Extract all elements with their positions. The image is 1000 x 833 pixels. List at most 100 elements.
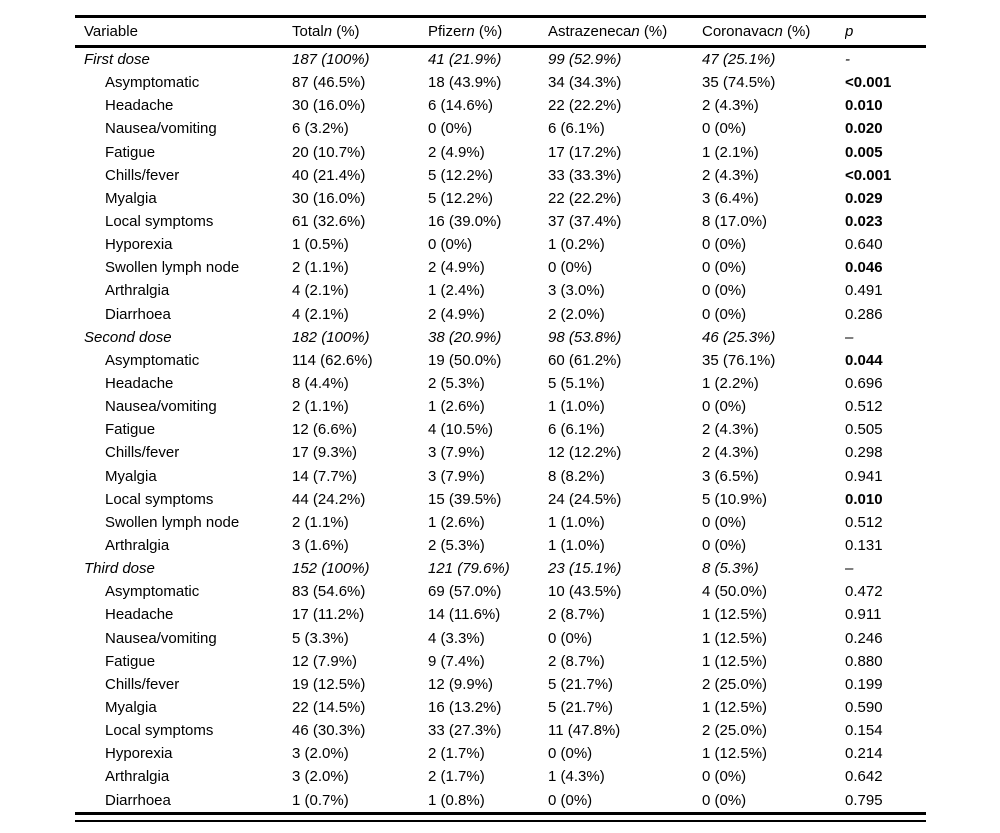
percent-suffix: (%) xyxy=(639,23,668,40)
pfizer-cell: 1 (2.6%) xyxy=(428,398,485,416)
variable-cell: Arthralgia xyxy=(105,768,170,786)
table-header: Variable Totaln (%) Pfizern (%) Astrazen… xyxy=(75,16,926,48)
table-row: Nausea/vomiting 6 (3.2%) 0 (0%) 6 (6.1%)… xyxy=(75,117,926,140)
pfizer-cell: 3 (7.9%) xyxy=(428,444,485,462)
variable-cell: Fatigue xyxy=(105,652,156,670)
adverse-events-table: Variable Totaln (%) Pfizern (%) Astrazen… xyxy=(75,15,926,815)
table-row: Asymptomatic 87 (46.5%) 18 (43.9%) 34 (3… xyxy=(75,71,926,94)
astrazeneca-cell: 0 (0%) xyxy=(548,791,593,809)
coronavac-cell: 0 (0%) xyxy=(702,282,747,300)
total-cell: 2 (1.1%) xyxy=(292,259,349,277)
pfizer-cell: 14 (11.6%) xyxy=(428,606,501,624)
variable-cell: Asymptomatic xyxy=(105,351,200,369)
variable-cell: Chills/fever xyxy=(105,675,180,693)
astrazeneca-cell: 2 (8.7%) xyxy=(548,652,605,670)
p-value-cell: 0.941 xyxy=(845,467,883,485)
total-cell: 8 (4.4%) xyxy=(292,375,349,393)
p-value-cell: 0.020 xyxy=(845,120,883,138)
total-cell: 44 (24.2%) xyxy=(292,490,366,508)
variable-cell: Second dose xyxy=(84,328,172,346)
pfizer-cell: 69 (57.0%) xyxy=(428,583,502,601)
variable-cell: Diarrhoea xyxy=(105,791,171,809)
table-row: Diarrhoea 1 (0.7%) 1 (0.8%) 0 (0%) 0 (0%… xyxy=(75,789,926,814)
astrazeneca-cell: 34 (34.3%) xyxy=(548,74,622,92)
variable-cell: Myalgia xyxy=(105,699,157,716)
astrazeneca-cell: 0 (0%) xyxy=(548,259,593,277)
pfizer-cell: 2 (4.9%) xyxy=(428,259,485,277)
p-value-cell: 0.590 xyxy=(845,699,883,716)
table-row: Asymptomatic 114 (62.6%) 19 (50.0%) 60 (… xyxy=(75,349,926,372)
p-value-cell: 0.298 xyxy=(845,444,883,462)
n-symbol: n xyxy=(323,23,333,40)
variable-cell: Fatigue xyxy=(105,143,156,161)
variable-cell: Fatigue xyxy=(105,421,156,439)
table-row: Diarrhoea 4 (2.1%) 2 (4.9%) 2 (2.0%) 0 (… xyxy=(75,303,926,326)
total-cell: 12 (7.9%) xyxy=(292,652,358,670)
table-row: Arthralgia 4 (2.1%) 1 (2.4%) 3 (3.0%) 0 … xyxy=(75,279,926,302)
p-value-cell: 0.046 xyxy=(845,259,883,277)
total-cell: 14 (7.7%) xyxy=(292,467,358,485)
variable-cell: Nausea/vomiting xyxy=(105,629,217,647)
p-value-cell: 0.795 xyxy=(845,791,883,809)
pfizer-cell: 2 (4.9%) xyxy=(428,143,485,161)
astrazeneca-cell: 99 (52.9%) xyxy=(548,51,622,69)
table-row: Third dose 152 (100%) 121 (79.6%) 23 (15… xyxy=(75,557,926,580)
coronavac-cell: 1 (12.5%) xyxy=(702,745,768,763)
p-value-cell: 0.044 xyxy=(845,351,883,369)
astrazeneca-cell: 2 (8.7%) xyxy=(548,606,605,624)
astrazeneca-cell: 6 (6.1%) xyxy=(548,120,605,138)
astrazeneca-cell: 5 (21.7%) xyxy=(548,699,614,716)
p-value-cell: 0.131 xyxy=(845,537,883,555)
n-symbol: n xyxy=(774,23,783,40)
total-cell: 83 (54.6%) xyxy=(292,583,366,601)
percent-suffix: (%) xyxy=(474,23,503,40)
coronavac-cell: 0 (0%) xyxy=(702,398,747,416)
total-cell: 87 (46.5%) xyxy=(292,74,366,92)
col-header-total: Totaln (%) xyxy=(292,16,428,48)
variable-cell: Arthralgia xyxy=(105,282,170,300)
p-value-cell: 0.010 xyxy=(845,490,883,508)
total-cell: 46 (30.3%) xyxy=(292,722,366,740)
astrazeneca-cell: 37 (37.4%) xyxy=(548,213,622,231)
p-value-cell: 0.640 xyxy=(845,236,883,254)
table-row: Hyporexia 1 (0.5%) 0 (0%) 1 (0.2%) 0 (0%… xyxy=(75,233,926,256)
coronavac-cell: 2 (4.3%) xyxy=(702,97,759,115)
table-row: Local symptoms 44 (24.2%) 15 (39.5%) 24 … xyxy=(75,488,926,511)
pfizer-cell: 2 (1.7%) xyxy=(428,768,485,786)
table-row: Myalgia 22 (14.5%) 16 (13.2%) 5 (21.7%) … xyxy=(75,696,926,719)
total-cell: 2 (1.1%) xyxy=(292,513,349,531)
total-cell: 12 (6.6%) xyxy=(292,421,358,439)
table-row: Headache 8 (4.4%) 2 (5.3%) 5 (5.1%) 1 (2… xyxy=(75,372,926,395)
pfizer-cell: 1 (2.6%) xyxy=(428,513,485,531)
table-row: Swollen lymph node 2 (1.1%) 1 (2.6%) 1 (… xyxy=(75,511,926,534)
coronavac-cell: 0 (0%) xyxy=(702,791,747,809)
p-value-cell: 0.023 xyxy=(845,213,883,231)
variable-cell: Local symptoms xyxy=(105,490,214,508)
table-row: Second dose 182 (100%) 38 (20.9%) 98 (53… xyxy=(75,326,926,349)
p-value-cell: – xyxy=(845,560,854,578)
p-value-cell: 0.005 xyxy=(845,143,883,161)
pfizer-cell: 16 (39.0%) xyxy=(428,213,502,231)
table-row: Myalgia 14 (7.7%) 3 (7.9%) 8 (8.2%) 3 (6… xyxy=(75,465,926,488)
astrazeneca-cell: 0 (0%) xyxy=(548,629,593,647)
astrazeneca-cell: 33 (33.3%) xyxy=(548,166,622,184)
total-cell: 1 (0.5%) xyxy=(292,236,349,254)
total-cell: 187 (100%) xyxy=(292,51,370,69)
pfizer-cell: 121 (79.6%) xyxy=(428,560,510,578)
pfizer-cell: 12 (9.9%) xyxy=(428,675,494,693)
variable-cell: Arthralgia xyxy=(105,537,170,555)
coronavac-cell: 47 (25.1%) xyxy=(702,51,776,69)
pfizer-cell: 3 (7.9%) xyxy=(428,467,485,485)
coronavac-cell: 1 (2.1%) xyxy=(702,143,759,161)
astrazeneca-cell: 1 (0.2%) xyxy=(548,236,605,254)
coronavac-cell: 1 (12.5%) xyxy=(702,652,768,670)
p-value-cell: <0.001 xyxy=(845,166,892,184)
bottom-rule xyxy=(75,819,926,822)
coronavac-cell: 2 (4.3%) xyxy=(702,444,759,462)
variable-cell: Hyporexia xyxy=(105,236,173,254)
variable-cell: Diarrhoea xyxy=(105,305,171,323)
variable-cell: Nausea/vomiting xyxy=(105,120,217,138)
variable-cell: Asymptomatic xyxy=(105,583,200,601)
coronavac-cell: 2 (4.3%) xyxy=(702,421,759,439)
pfizer-cell: 16 (13.2%) xyxy=(428,699,502,716)
